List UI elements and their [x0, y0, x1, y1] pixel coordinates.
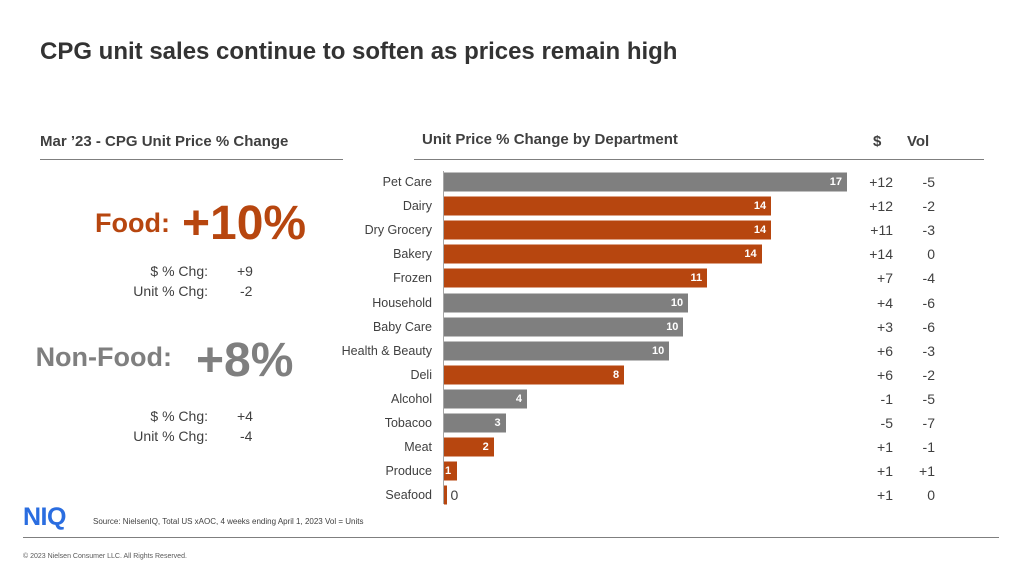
food-unit-label: Unit % Chg:	[133, 283, 208, 299]
data-label: 0	[450, 487, 459, 504]
copyright: © 2023 Nielsen Consumer LLC. All Rights …	[23, 553, 187, 560]
data-label: 17	[829, 176, 842, 188]
food-label: Food:	[95, 208, 170, 238]
nonfood-unit-label: Unit % Chg:	[133, 428, 208, 444]
dollar-change: +1	[877, 439, 893, 456]
category-label: Dry Grocery	[364, 223, 432, 238]
bar	[444, 293, 689, 312]
bar	[444, 341, 670, 361]
vol-change: +1	[919, 463, 935, 480]
vol-change: 0	[927, 487, 935, 504]
vol-change: -6	[922, 318, 935, 335]
vol-change: 0	[927, 246, 935, 263]
category-label: Deli	[410, 367, 432, 382]
data-label: 10	[670, 296, 684, 309]
category-label: Produce	[385, 464, 432, 479]
vol-change: -2	[922, 366, 935, 383]
vol-change: -6	[922, 294, 935, 311]
nonfood-dollar-label: $ % Chg:	[150, 408, 208, 424]
left-panel-header: Mar ’23 - CPG Unit Price % Change	[40, 133, 289, 150]
data-label: 10	[666, 320, 679, 333]
food-value: +10%	[182, 197, 307, 250]
dollar-change: +6	[877, 342, 893, 359]
data-label: 1	[445, 465, 452, 478]
data-label: 14	[753, 224, 767, 237]
nonfood-unit-value: -4	[240, 428, 253, 444]
category-label: Dairy	[402, 199, 432, 214]
dollar-change: +3	[877, 318, 893, 335]
category-label: Seafood	[385, 488, 432, 503]
bar	[444, 461, 458, 481]
data-label: 2	[482, 441, 489, 454]
bar	[444, 389, 527, 409]
dollar-change: +11	[870, 222, 893, 239]
data-label: 3	[494, 417, 501, 429]
category-label: Frozen	[393, 271, 432, 286]
vol-change: -3	[922, 342, 935, 359]
chart-header-rule	[414, 159, 984, 160]
bar	[444, 365, 625, 385]
nonfood-value: +8%	[196, 334, 294, 387]
vol-change: -2	[922, 198, 935, 215]
food-dollar-value: +9	[237, 263, 253, 279]
food-dollar-label: $ % Chg:	[150, 263, 208, 279]
slide-title: CPG unit sales continue to soften as pri…	[40, 38, 678, 65]
vol-change: -5	[922, 174, 935, 190]
dollar-column-header: $	[873, 133, 882, 150]
dollar-change: -1	[880, 390, 893, 407]
vol-change: -3	[922, 222, 935, 239]
category-label: Household	[372, 295, 432, 310]
chart-title: Unit Price % Change by Department	[422, 131, 678, 148]
data-label: 8	[613, 368, 620, 381]
dollar-change: +4	[877, 294, 893, 311]
vol-change: -7	[922, 415, 935, 431]
dollar-change: +6	[877, 366, 893, 383]
bar	[444, 437, 494, 457]
bar	[444, 413, 506, 433]
niq-logo: NIQ	[23, 503, 66, 531]
data-label: 4	[515, 392, 522, 405]
category-label: Bakery	[393, 247, 432, 262]
nonfood-label: Non-Food:	[35, 342, 172, 372]
vol-change: -4	[922, 270, 935, 287]
bar	[444, 196, 772, 216]
dollar-change: +7	[877, 270, 893, 287]
dollar-change: +12	[869, 198, 893, 215]
bar	[444, 268, 708, 288]
source-note: Source: NielsenIQ, Total US xAOC, 4 week…	[93, 517, 364, 526]
dollar-change: +14	[869, 246, 893, 263]
data-label: 10	[651, 344, 665, 357]
category-label: Tobacoo	[384, 416, 432, 430]
category-label: Baby Care	[372, 319, 432, 334]
bar	[444, 220, 772, 240]
data-label: 14	[753, 200, 767, 213]
vol-change: -5	[922, 390, 935, 407]
category-label: Meat	[404, 440, 432, 455]
category-label: Health & Beauty	[341, 343, 432, 358]
dollar-change: +1	[877, 487, 893, 504]
data-label: 14	[744, 248, 757, 261]
category-label: Pet Care	[382, 175, 432, 189]
dollar-change: +1	[877, 463, 893, 480]
footer-rule	[23, 537, 999, 538]
left-header-rule	[40, 159, 343, 160]
dollar-change: -5	[880, 415, 893, 431]
vol-change: -1	[922, 439, 935, 456]
bar	[444, 485, 447, 505]
vol-column-header: Vol	[907, 133, 930, 150]
bar	[444, 317, 684, 337]
category-axis	[443, 171, 444, 504]
category-label: Alcohol	[391, 391, 432, 406]
bar	[444, 244, 762, 264]
data-label: 11	[690, 272, 703, 285]
nonfood-dollar-value: +4	[237, 408, 253, 424]
bar	[444, 172, 847, 192]
food-unit-value: -2	[240, 283, 253, 299]
dollar-change: +12	[869, 174, 893, 190]
